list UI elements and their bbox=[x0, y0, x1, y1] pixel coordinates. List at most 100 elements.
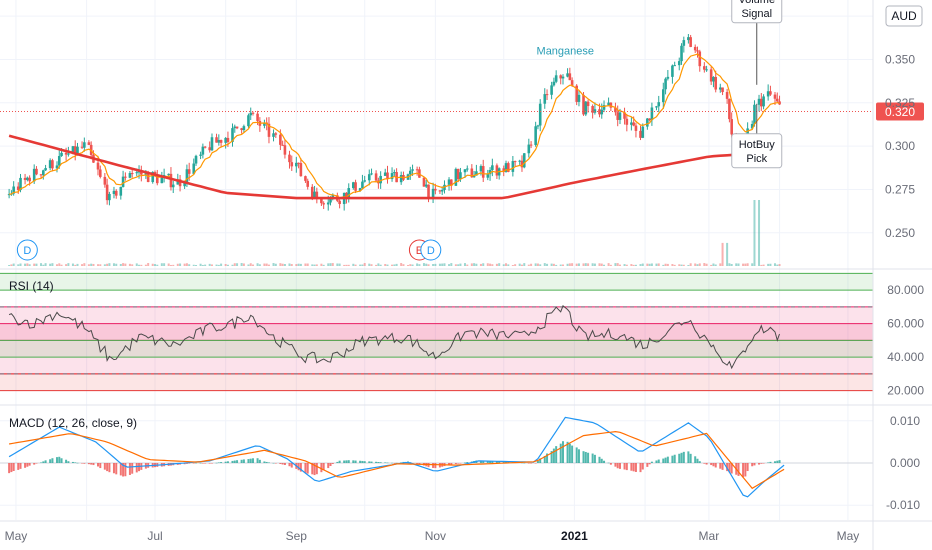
candlestick[interactable] bbox=[600, 109, 604, 115]
candlestick[interactable] bbox=[554, 75, 558, 82]
candlestick[interactable] bbox=[424, 184, 428, 187]
candlestick[interactable] bbox=[422, 177, 426, 187]
candlestick[interactable] bbox=[151, 171, 155, 183]
candlestick[interactable] bbox=[513, 161, 517, 163]
candlestick[interactable] bbox=[773, 94, 777, 99]
candlestick[interactable] bbox=[431, 188, 435, 198]
candlestick[interactable] bbox=[187, 169, 191, 174]
event-marker-circle[interactable] bbox=[16, 239, 38, 261]
macd-pane[interactable] bbox=[0, 416, 873, 498]
annotation-callout-box[interactable] bbox=[731, 0, 783, 24]
candlestick[interactable] bbox=[354, 182, 357, 191]
candlestick[interactable] bbox=[632, 122, 635, 126]
candlestick[interactable] bbox=[310, 186, 314, 198]
candlestick[interactable] bbox=[210, 137, 214, 151]
candlestick[interactable] bbox=[135, 172, 139, 174]
candlestick[interactable] bbox=[226, 137, 230, 142]
candlestick[interactable] bbox=[295, 162, 298, 167]
candlestick[interactable] bbox=[762, 96, 765, 107]
candlestick[interactable] bbox=[714, 76, 718, 90]
candlestick[interactable] bbox=[757, 98, 761, 105]
candlestick[interactable] bbox=[274, 133, 278, 135]
candlestick[interactable] bbox=[155, 175, 159, 184]
candlestick[interactable] bbox=[288, 154, 291, 163]
candlestick[interactable] bbox=[408, 170, 412, 175]
candlestick[interactable] bbox=[272, 133, 275, 137]
candlestick[interactable] bbox=[570, 80, 574, 86]
candlestick[interactable] bbox=[625, 118, 629, 125]
candlestick[interactable] bbox=[329, 197, 332, 203]
candlestick[interactable] bbox=[83, 142, 86, 148]
candlestick[interactable] bbox=[105, 184, 109, 201]
candlestick[interactable] bbox=[522, 153, 526, 168]
candlestick[interactable] bbox=[48, 160, 52, 169]
candlestick[interactable] bbox=[28, 177, 31, 182]
candlestick[interactable] bbox=[361, 181, 364, 189]
candlestick[interactable] bbox=[140, 171, 143, 175]
candlestick[interactable] bbox=[64, 152, 68, 155]
candlestick[interactable] bbox=[775, 98, 779, 102]
candlestick[interactable] bbox=[103, 176, 107, 185]
candlestick[interactable] bbox=[440, 189, 444, 192]
candlestick[interactable] bbox=[146, 172, 150, 183]
candlestick[interactable] bbox=[32, 168, 36, 182]
candlestick[interactable] bbox=[538, 103, 542, 126]
candlestick[interactable] bbox=[76, 146, 79, 155]
candlestick[interactable] bbox=[137, 171, 141, 173]
candlestick[interactable] bbox=[112, 190, 116, 194]
candlestick[interactable] bbox=[203, 146, 207, 148]
candlestick[interactable] bbox=[304, 176, 307, 181]
candlestick[interactable] bbox=[194, 155, 198, 164]
candlestick[interactable] bbox=[370, 173, 373, 175]
candlestick[interactable] bbox=[591, 106, 594, 113]
candlestick[interactable] bbox=[374, 173, 378, 181]
currency-badge[interactable]: AUD bbox=[885, 5, 923, 27]
candlestick[interactable] bbox=[160, 177, 164, 184]
candlestick[interactable] bbox=[518, 160, 521, 162]
candlestick[interactable] bbox=[393, 172, 396, 174]
candlestick[interactable] bbox=[390, 173, 394, 180]
candlestick[interactable] bbox=[51, 160, 54, 169]
candlestick[interactable] bbox=[383, 172, 387, 176]
candlestick[interactable] bbox=[552, 81, 556, 86]
candlestick[interactable] bbox=[73, 146, 77, 155]
candlestick[interactable] bbox=[363, 180, 366, 182]
candlestick[interactable] bbox=[481, 166, 485, 178]
candlestick[interactable] bbox=[217, 140, 221, 143]
candlestick[interactable] bbox=[559, 75, 563, 79]
candlestick[interactable] bbox=[247, 115, 250, 127]
candlestick[interactable] bbox=[57, 156, 61, 166]
candlestick[interactable] bbox=[347, 188, 351, 199]
candlestick[interactable] bbox=[486, 174, 490, 178]
candlestick[interactable] bbox=[673, 65, 676, 67]
candlestick[interactable] bbox=[655, 106, 658, 108]
candlestick[interactable] bbox=[641, 126, 645, 138]
candlestick[interactable] bbox=[176, 179, 180, 185]
candlestick[interactable] bbox=[623, 112, 626, 119]
candlestick[interactable] bbox=[703, 66, 706, 70]
candlestick[interactable] bbox=[680, 45, 683, 62]
candlestick[interactable] bbox=[575, 85, 578, 102]
candlestick[interactable] bbox=[87, 142, 91, 145]
candlestick[interactable] bbox=[192, 163, 196, 174]
candlestick[interactable] bbox=[231, 128, 234, 142]
candlestick[interactable] bbox=[199, 154, 202, 156]
candlestick[interactable] bbox=[502, 168, 506, 172]
candlestick[interactable] bbox=[438, 190, 442, 192]
candlestick[interactable] bbox=[12, 186, 15, 194]
candlestick[interactable] bbox=[7, 194, 11, 196]
candlestick[interactable] bbox=[511, 161, 515, 172]
candlestick[interactable] bbox=[661, 89, 665, 103]
candlestick[interactable] bbox=[561, 76, 565, 79]
candlestick[interactable] bbox=[171, 184, 175, 188]
candlestick[interactable] bbox=[96, 162, 100, 170]
candlestick[interactable] bbox=[39, 174, 43, 176]
candlestick[interactable] bbox=[750, 123, 754, 129]
candlestick[interactable] bbox=[712, 76, 715, 82]
candlestick[interactable] bbox=[299, 163, 303, 177]
candlestick[interactable] bbox=[322, 203, 325, 205]
candlestick[interactable] bbox=[224, 137, 227, 143]
candlestick[interactable] bbox=[566, 73, 569, 77]
candlestick[interactable] bbox=[185, 169, 189, 183]
